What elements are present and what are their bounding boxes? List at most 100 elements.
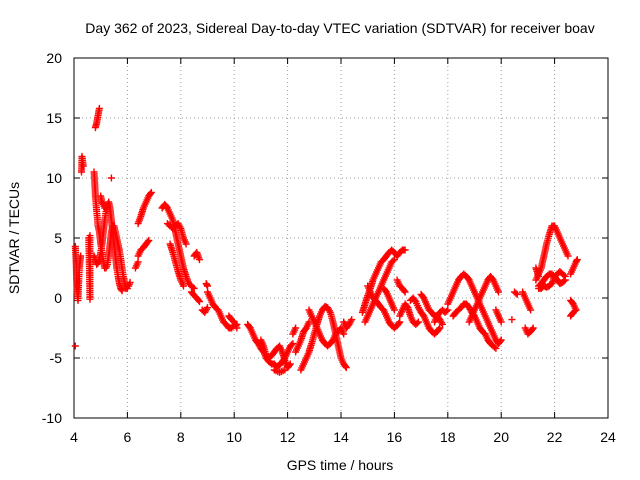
data-point [435,325,443,333]
data-point [182,240,190,248]
data-point [189,283,197,291]
y-tick-labels: -10 -5 0 5 10 15 20 [42,50,62,426]
data-point [395,319,403,327]
data-point [286,360,294,368]
data-point [145,236,153,244]
data-point [204,282,211,290]
data-point [134,258,142,266]
data-point [176,223,184,231]
x-tick-label: 6 [124,429,132,445]
data-point [492,344,500,352]
data-point [560,271,568,279]
data-point [443,307,450,315]
x-tick-label: 4 [70,429,78,445]
x-tick-label: 12 [280,429,296,445]
y-tick-label: 20 [46,50,62,66]
data-point [390,256,398,264]
data-point [401,288,409,296]
data-point [101,204,109,212]
data-point [513,290,521,298]
data-point [118,287,126,295]
data-point [439,320,446,328]
data-point [79,162,87,170]
data-point [77,252,85,260]
data-point [144,238,152,246]
data-point [512,289,520,297]
data-point [86,232,94,240]
data-point [342,364,350,372]
data-point [233,324,241,332]
y-tick-label: 15 [46,110,62,126]
chart-title: Day 362 of 2023, Sidereal Day-to-day VTE… [85,20,594,36]
data-point [438,319,446,327]
data-point [325,307,333,315]
data-point [203,305,211,313]
data-point [190,284,198,292]
plot-frame [73,57,609,419]
data-point [390,306,398,314]
data-point [285,361,293,369]
grid [74,58,608,418]
data-point [126,278,134,286]
y-tick-label: -10 [42,410,62,426]
data-point [572,306,580,314]
data-point [561,272,569,280]
x-tick-label: 20 [493,429,509,445]
y-tick-label: 10 [46,170,62,186]
data-points [71,104,581,376]
x-axis-label: GPS time / hours [287,457,394,473]
x-tick-label: 24 [600,429,616,445]
data-point [281,366,289,374]
data-point [147,190,154,198]
data-point [413,319,421,327]
data-point [196,298,203,306]
data-point [497,336,505,344]
data-point [496,337,504,345]
data-point [573,256,581,264]
data-point [491,343,498,351]
data-point [107,174,115,182]
data-point [564,252,572,260]
data-point [529,324,537,332]
y-tick-label: 5 [54,230,62,246]
data-point [147,188,155,196]
data-point [396,318,404,326]
data-point [571,307,579,315]
x-tick-label: 14 [333,429,349,445]
data-point [527,306,535,314]
data-point [528,325,536,333]
data-point [535,272,543,280]
data-point [195,296,203,304]
data-point [389,257,397,265]
y-axis-label: SDTVAR / TECUs [6,182,22,294]
data-point [196,256,203,264]
data-point [289,340,297,348]
x-tick-label: 22 [547,429,563,445]
data-point [180,282,187,290]
data-point [497,318,505,326]
data-point [347,317,355,325]
data-point [204,304,211,312]
data-point [288,341,296,349]
data-point [436,324,444,332]
x-tick-label: 16 [387,429,403,445]
data-point [401,246,409,254]
data-point [292,324,300,332]
data-point [95,104,103,112]
data-point [495,288,502,296]
x-tick-label: 8 [177,429,185,445]
data-point [400,287,408,295]
x-tick-labels: 4 6 8 10 12 14 16 18 20 22 24 [70,429,616,445]
data-point [340,330,348,338]
x-tick-label: 18 [440,429,456,445]
data-point [342,362,349,370]
data-point [508,316,516,324]
y-tick-label: 0 [54,290,62,306]
data-point [560,277,568,285]
data-point [444,306,452,314]
x-tick-label: 10 [226,429,242,445]
data-point [348,316,356,324]
data-point [71,342,79,350]
data-point [414,318,422,326]
